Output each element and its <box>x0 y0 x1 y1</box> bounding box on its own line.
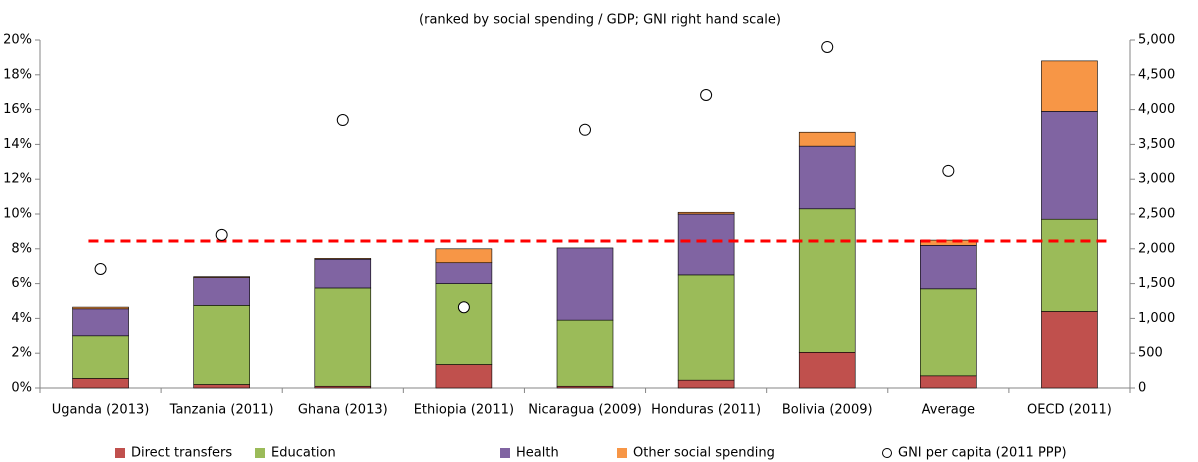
bar-segment <box>193 276 250 278</box>
y-tick-label: 8% <box>11 241 32 256</box>
bar-segment <box>435 283 493 365</box>
scatter-point <box>336 114 349 127</box>
bar-segment <box>677 213 735 276</box>
bar-segment <box>1041 218 1098 312</box>
y2-tick-label: 4,000 <box>1138 102 1175 117</box>
y2-tick-label: 3,500 <box>1138 137 1175 152</box>
legend-label: Other social spending <box>633 446 775 461</box>
y-tick-label: 18% <box>3 67 32 82</box>
x-tick-label: Nicaragua (2009) <box>528 403 642 418</box>
x-tick-label: Ethiopia (2011) <box>414 403 514 418</box>
scatter-point <box>821 40 834 53</box>
bar-segment <box>798 208 856 353</box>
y-tick-label: 16% <box>3 102 32 117</box>
bar-segment <box>1041 311 1098 389</box>
y2-tick-label: 1,000 <box>1138 311 1175 326</box>
y-tick-label: 2% <box>11 346 32 361</box>
x-tick-label: Honduras (2011) <box>651 403 761 418</box>
legend-label: Direct transfers <box>131 446 232 461</box>
legend-swatch <box>255 448 265 458</box>
y2-tick-label: 2,500 <box>1138 207 1175 222</box>
scatter-point <box>457 301 470 314</box>
bar-segment <box>798 131 856 147</box>
bar-segment <box>677 379 735 389</box>
legend-swatch <box>115 448 125 458</box>
bar-segment <box>920 375 977 389</box>
bar-segment <box>193 277 250 306</box>
bar-segment <box>435 262 493 284</box>
legend-label: GNI per capita (2011 PPP) <box>898 446 1067 461</box>
y-tick-label: 0% <box>11 381 32 396</box>
bar-segment <box>314 258 372 260</box>
x-tick-label: OECD (2011) <box>1027 403 1112 418</box>
scatter-point <box>579 123 591 136</box>
bar-segment <box>314 258 372 289</box>
legend-label: Education <box>271 446 336 461</box>
x-tick-label: Uganda (2013) <box>52 403 150 418</box>
y2-tick-label: 500 <box>1138 346 1163 361</box>
bar-segment <box>1041 111 1098 220</box>
bar-segment <box>72 378 129 389</box>
bar-segment <box>677 211 735 215</box>
bar-segment <box>556 247 614 321</box>
bar-segment <box>72 335 129 379</box>
bar-segment <box>920 288 977 377</box>
y2-tick-label: 0 <box>1138 381 1146 396</box>
y2-tick-label: 3,000 <box>1138 172 1175 187</box>
y-tick-label: 12% <box>3 172 32 187</box>
y2-tick-label: 4,500 <box>1138 67 1175 82</box>
bar-segment <box>920 245 977 290</box>
legend-symbol <box>882 448 892 458</box>
bar-segment <box>677 274 735 381</box>
bar-segment <box>920 239 977 246</box>
bar-segment <box>798 145 856 210</box>
bar-segment <box>193 305 250 385</box>
y2-tick-label: 2,000 <box>1138 241 1175 256</box>
bar-segment <box>72 306 129 310</box>
legend-swatch <box>500 448 510 458</box>
scatter-point <box>700 88 713 101</box>
y-tick-label: 4% <box>11 311 32 326</box>
bar-segment <box>556 319 614 387</box>
y-tick-label: 10% <box>3 207 32 222</box>
scatter-point <box>942 164 955 177</box>
bar-segment <box>314 287 372 387</box>
bar-segment <box>435 248 493 264</box>
bar-segment <box>193 384 250 389</box>
x-tick-label: Ghana (2013) <box>298 403 388 418</box>
y-tick-label: 6% <box>11 276 32 291</box>
scatter-point <box>94 262 107 275</box>
x-tick-label: Average <box>922 403 975 418</box>
bar-segment <box>72 308 129 337</box>
y-tick-label: 14% <box>3 137 32 152</box>
y2-tick-label: 5,000 <box>1138 33 1175 48</box>
x-tick-label: Bolivia (2009) <box>782 403 873 418</box>
bar-segment <box>1041 60 1098 112</box>
legend-label: Health <box>516 446 559 461</box>
bar-segment <box>435 364 493 389</box>
legend-swatch <box>617 448 627 458</box>
scatter-point <box>215 228 228 241</box>
x-tick-label: Tanzania (2011) <box>169 403 274 418</box>
chart-title: (ranked by social spending / GDP; GNI ri… <box>419 13 781 28</box>
bar-segment <box>798 352 856 389</box>
y2-tick-label: 1,500 <box>1138 276 1175 291</box>
y-tick-label: 20% <box>3 33 32 48</box>
